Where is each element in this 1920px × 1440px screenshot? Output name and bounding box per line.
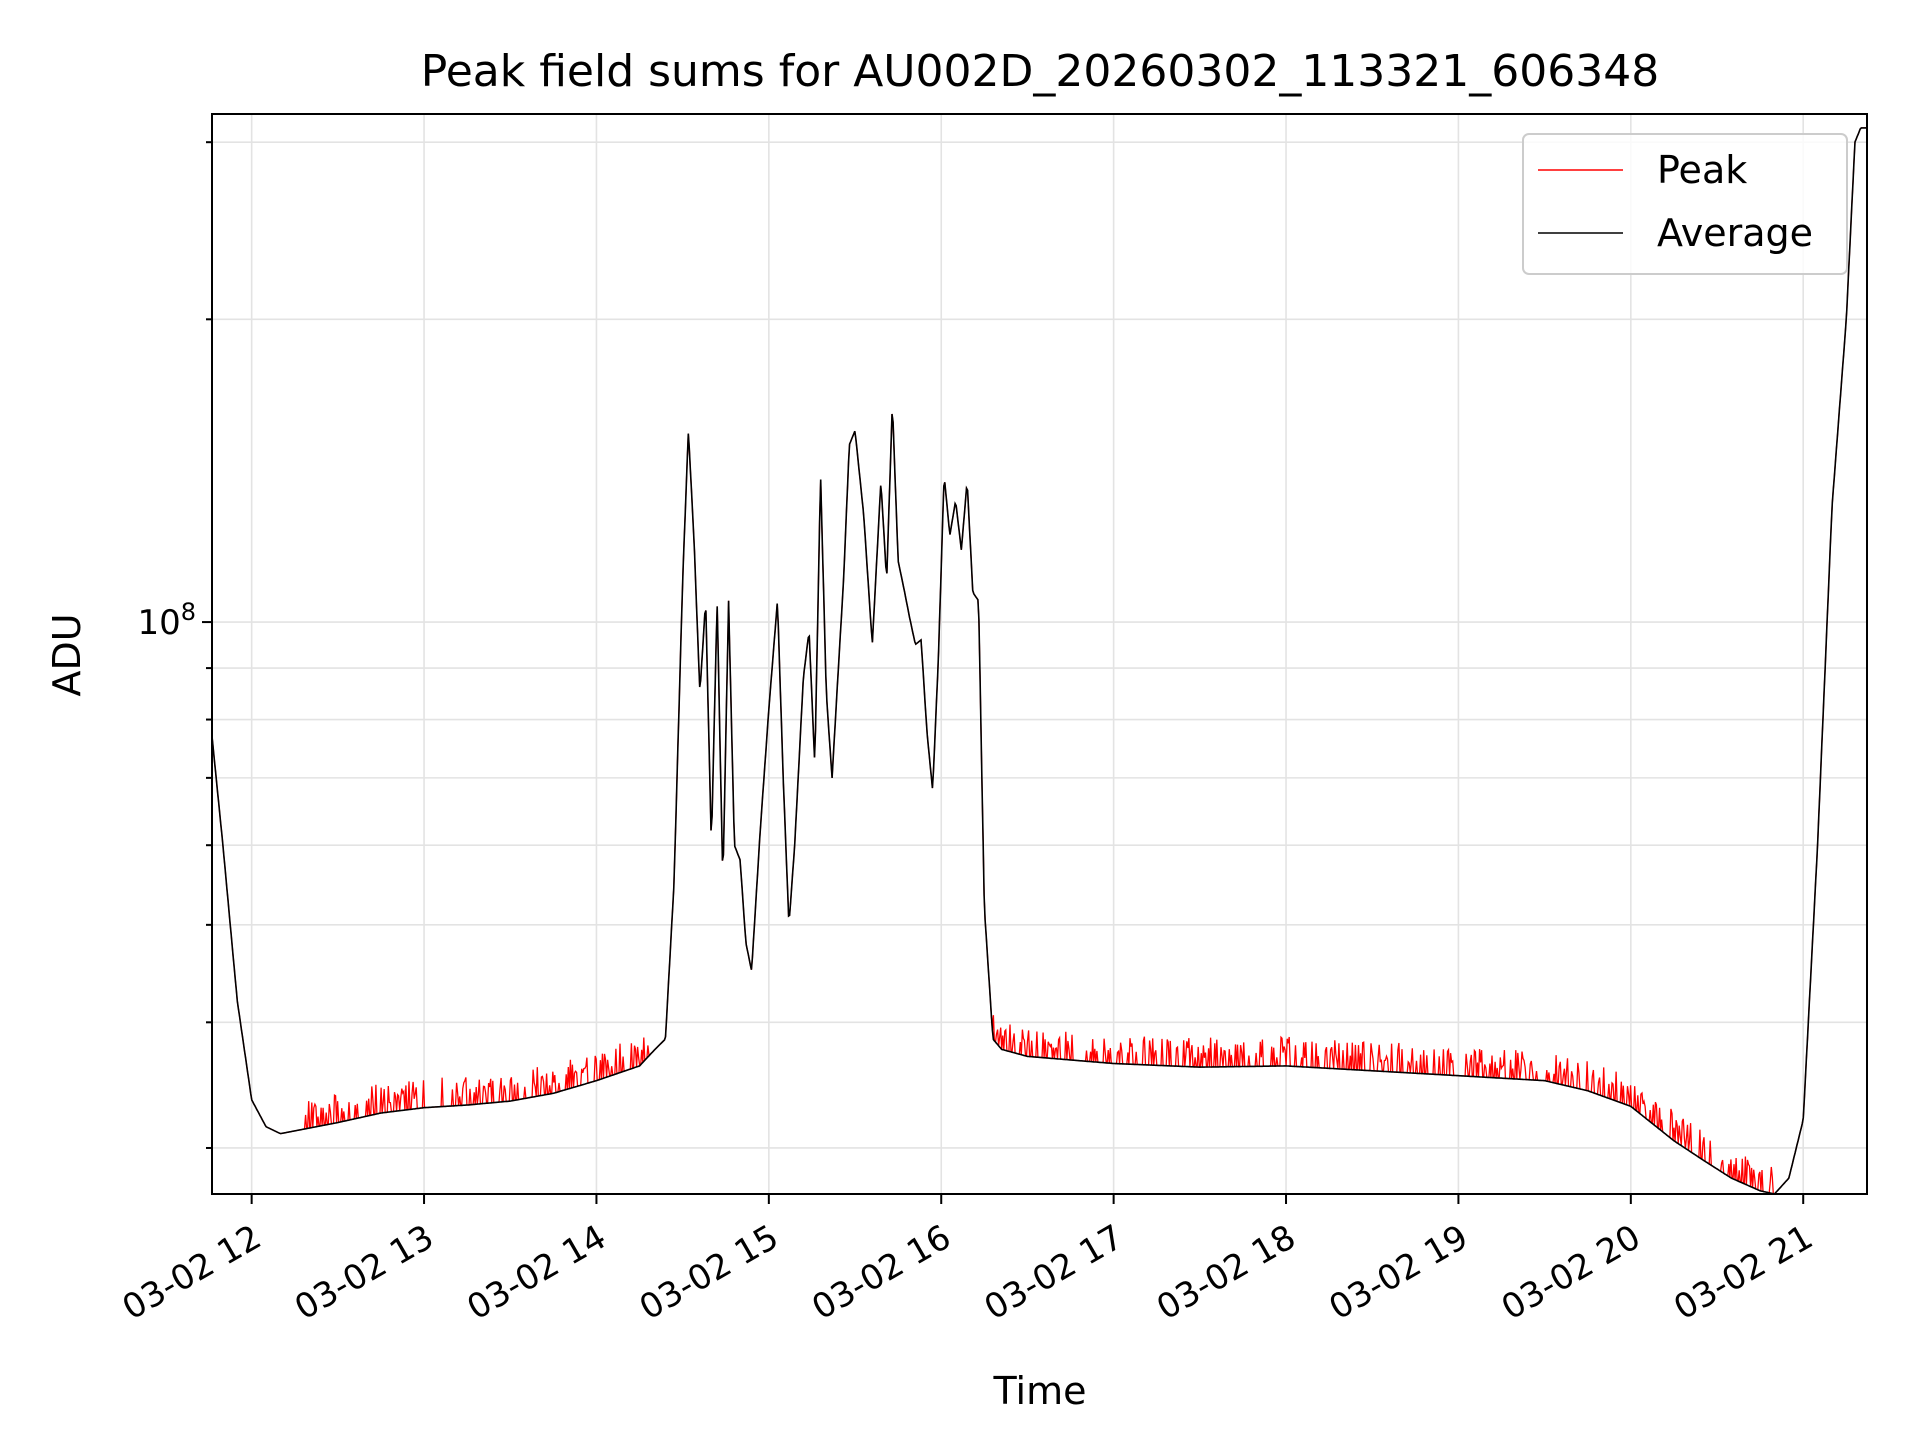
series-layer [212, 127, 1867, 1194]
plot-frame [211, 113, 1868, 1195]
legend-peak-label: Peak [1657, 148, 1747, 192]
legend-average-label: Average [1657, 211, 1813, 255]
x-axis-label: Time [993, 1369, 1087, 1413]
legend: Peak Average [1522, 133, 1848, 275]
chart-title: Peak field sums for AU002D_20260302_1133… [421, 46, 1660, 97]
average-series-line [212, 127, 1867, 1194]
legend-box [1522, 133, 1848, 275]
y-axis-label: ADU [45, 613, 89, 696]
y-tick-label-exponent: 8 [181, 598, 196, 626]
